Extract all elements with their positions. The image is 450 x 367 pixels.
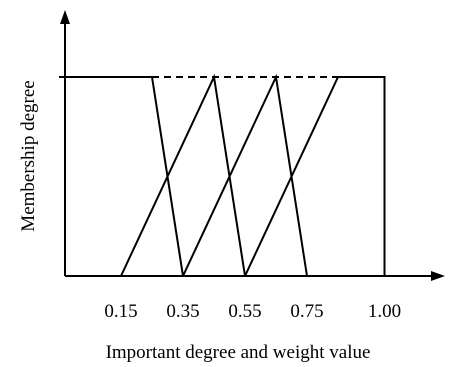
series-line-3 [182,73,308,277]
x-axis-label: Important degree and weight value [106,342,371,363]
x-tick-label: 0.75 [290,301,323,322]
series-line-1 [59,76,184,277]
series-layer [59,73,386,277]
series-line-4 [244,76,386,277]
x-tick-label: 0.35 [166,301,199,322]
x-tick-label: 0.55 [228,301,261,322]
series-line-2 [120,73,246,277]
y-axis-label: Membership degree [18,80,39,231]
x-tick-label: 1.00 [368,301,401,322]
axes [60,10,445,281]
y-axis-arrow [60,10,70,24]
x-tick-label: 0.15 [104,301,137,322]
tick-layer: 0.15 0.35 0.55 0.75 1.00 [104,301,401,322]
x-axis-arrow [431,271,445,281]
